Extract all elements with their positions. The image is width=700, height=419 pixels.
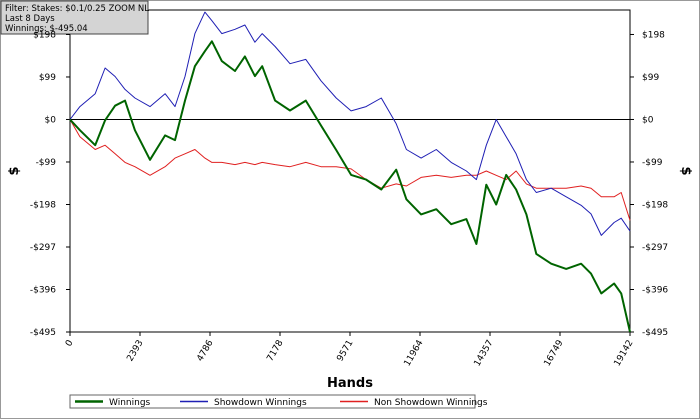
- series-line: [69, 11, 631, 236]
- legend-label: Winnings: [109, 398, 151, 408]
- y-tick-label: -$99: [36, 158, 57, 168]
- legend-label: Non Showdown Winnings: [374, 398, 488, 408]
- y-tick-label: -$198: [30, 200, 56, 210]
- series-line: [69, 119, 631, 221]
- y-tick-label: $198: [33, 30, 56, 40]
- series-line: [69, 40, 631, 333]
- y2-tick-label: $0: [642, 115, 654, 125]
- y2-tick-label: $198: [642, 30, 665, 40]
- x-axis-title: Hands: [327, 376, 373, 391]
- y-tick-label: -$495: [30, 328, 56, 338]
- plot-area: [69, 9, 631, 333]
- y2-tick-label: -$198: [642, 200, 668, 210]
- filter-text: Last 8 Days: [5, 14, 55, 24]
- y2-tick-label: -$396: [642, 285, 668, 295]
- y2-tick-label: -$99: [642, 158, 663, 168]
- y2-tick-label: -$297: [642, 243, 668, 253]
- y-tick-label: -$396: [30, 285, 56, 295]
- y-axis-title: $: [7, 166, 22, 175]
- x-tick-label: 0: [64, 338, 76, 348]
- legend-box: [69, 394, 476, 409]
- y2-axis-title: $: [678, 166, 693, 175]
- y2-tick-label: -$495: [642, 328, 668, 338]
- y-tick-label: $0: [45, 115, 57, 125]
- y-tick-label: $99: [39, 73, 56, 83]
- legend: Winnings Showdown Winnings Non Showdown Wi…: [69, 394, 488, 409]
- filter-bg: [0, 0, 149, 35]
- y-tick-label: -$297: [30, 243, 56, 253]
- y2-tick-label: $99: [642, 73, 659, 83]
- filter-text: Filter: Stakes: $0.1/0.25 ZOOM NL: [5, 4, 149, 14]
- filter-text: Winnings: $-495.04: [5, 24, 88, 34]
- legend-label: Showdown Winnings: [214, 398, 307, 408]
